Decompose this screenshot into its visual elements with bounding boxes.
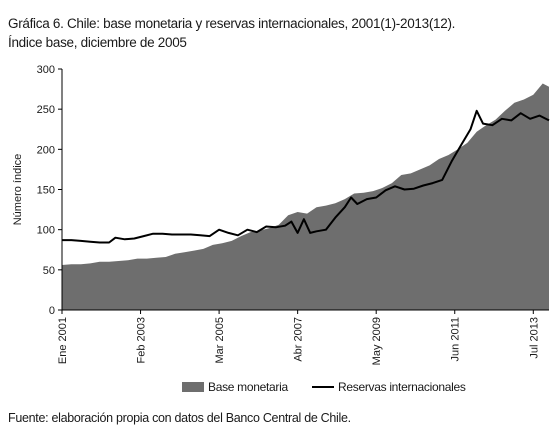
legend-label-reservas: Reservas internacionales (338, 380, 466, 394)
x-tick-label: Jun 2011 (450, 317, 462, 361)
x-tick-label: Feb 2003 (136, 317, 148, 363)
x-tick-label: Abr 2007 (293, 317, 305, 362)
y-axis-title: Número índice (12, 154, 24, 226)
y-tick-label: 250 (37, 104, 55, 116)
series-line-reservas (62, 109, 550, 244)
y-tick-label: 200 (37, 144, 55, 156)
chart-subtitle: Índice base, diciembre de 2005 (8, 35, 187, 50)
legend-item-reservas: Reservas internacionales (312, 380, 466, 394)
source-note: Fuente: elaboración propia con datos del… (8, 411, 351, 425)
y-tick-label: 0 (49, 305, 55, 317)
y-tick-label: 100 (37, 225, 55, 237)
legend-swatch-area (182, 382, 204, 392)
y-tick-label: 50 (43, 265, 55, 277)
x-tick-label: May 2009 (371, 317, 383, 365)
chart-header: Gráfica 6. Chile: base monetaria y reser… (8, 14, 455, 52)
y-tick-label: 150 (37, 185, 55, 197)
x-tick-label: Jul 2013 (528, 317, 540, 359)
legend: Base monetaria Reservas internacionales (0, 380, 557, 400)
y-tick-label: 300 (37, 64, 55, 76)
series-area-base-monetaria (62, 83, 549, 310)
legend-item-base-monetaria: Base monetaria (182, 380, 288, 394)
chart-canvas: 0 50 100 150 200 250 300 Ene 2001 Feb 2003 Mar 20… (12, 64, 550, 365)
x-tick-label: Mar 2005 (214, 317, 226, 363)
chart-title: Gráfica 6. Chile: base monetaria y reser… (8, 16, 456, 31)
x-tick-label: Ene 2001 (57, 317, 69, 364)
legend-label-base-monetaria: Base monetaria (208, 380, 288, 394)
legend-swatch-line (312, 386, 334, 388)
